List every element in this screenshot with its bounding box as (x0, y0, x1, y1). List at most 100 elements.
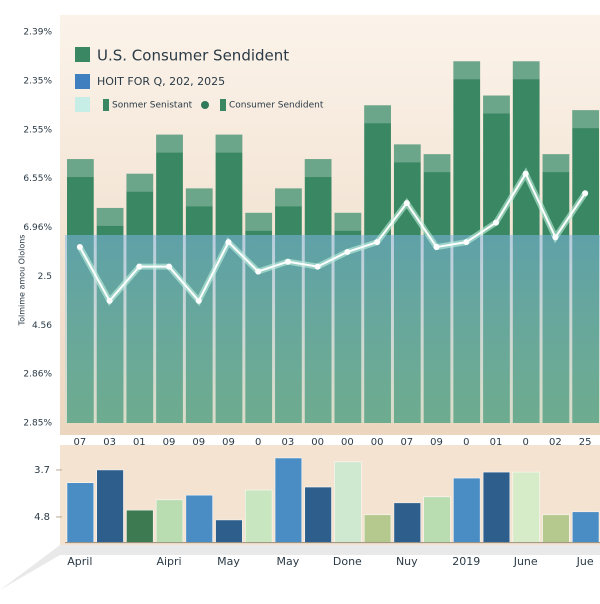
line-point (344, 248, 351, 255)
y-axis-label: 2.5 (38, 272, 52, 282)
y-axis-label: 2.85% (23, 419, 52, 429)
line-point (463, 239, 470, 246)
bar-highlight (423, 154, 451, 173)
bar-highlight (275, 188, 302, 207)
bar (334, 461, 362, 543)
x-tick-label: 25 (579, 437, 592, 448)
bar-highlight (304, 159, 332, 178)
bar (66, 482, 94, 543)
title-swatch (75, 47, 90, 62)
line-point (552, 234, 559, 241)
subtitle-swatch (75, 74, 90, 89)
legend-swatch (103, 99, 109, 111)
line-point (76, 244, 83, 251)
lower-band (65, 235, 600, 423)
chart-title: U.S. Consumer Sendident (97, 47, 289, 65)
y-axis-label: 2.39% (23, 28, 52, 38)
bar (542, 514, 570, 543)
upper-chart (65, 61, 600, 423)
bar (304, 486, 332, 543)
line-point (106, 297, 113, 304)
x-tick-label: Jue (576, 555, 594, 568)
bar (393, 502, 421, 543)
x-tick-label: May (217, 555, 240, 568)
legend-swatch (220, 99, 226, 111)
y-axis-label: 6.55% (23, 174, 52, 184)
line-point (492, 219, 499, 226)
x-tick-label: 09 (430, 437, 443, 448)
bar (126, 509, 154, 543)
bar (155, 499, 184, 543)
y-axis-label: 2.55% (23, 125, 52, 135)
x-tick-label: 02 (549, 437, 562, 448)
x-tick-label: Done (333, 555, 362, 568)
bar (453, 477, 481, 543)
bar-highlight (572, 110, 599, 129)
line-point (582, 190, 589, 197)
line-point (433, 244, 440, 251)
x-tick-label: April (67, 555, 92, 568)
x-tick-label: Nuy (396, 555, 418, 568)
y-axis-label: 2.86% (23, 370, 52, 380)
x-tick-label: 00 (341, 437, 354, 448)
legend-label: Sonmer Senistant (112, 101, 193, 111)
legend-label: Consumer Sendident (229, 101, 324, 111)
x-tick-label: 07 (73, 437, 86, 448)
x-tick-label: 0 (255, 437, 261, 448)
y-tick-label: 3.7 (34, 465, 50, 476)
line-point (255, 268, 262, 275)
legend-swatch (75, 97, 90, 112)
y-axis-label: 6.96% (23, 223, 52, 233)
x-tick-label: 01 (133, 437, 146, 448)
line-point (314, 263, 321, 270)
bar (572, 511, 600, 543)
bar (96, 469, 124, 543)
bar-highlight (542, 154, 570, 173)
lower-chart (56, 457, 600, 544)
bar (215, 519, 243, 543)
line-point (284, 258, 291, 265)
bar-highlight (185, 188, 213, 207)
bar-highlight (334, 212, 362, 231)
x-tick-label: 09 (192, 437, 205, 448)
x-tick-label: Aipri (156, 555, 181, 568)
x-tick-label: 00 (371, 437, 384, 448)
bar-highlight (453, 61, 481, 80)
x-tick-label: 2019 (452, 555, 480, 568)
line-point (166, 263, 173, 270)
line-point (136, 263, 143, 270)
bar (482, 471, 511, 543)
bar (363, 514, 392, 543)
line-point (195, 297, 202, 304)
bar-highlight (96, 207, 124, 226)
bar-highlight (364, 105, 391, 124)
line-point (522, 170, 529, 177)
line-point (225, 239, 232, 246)
x-tick-label: May (277, 555, 300, 568)
line-point (403, 200, 410, 207)
x-tick-label: June (513, 555, 538, 568)
bar-highlight (483, 95, 510, 114)
x-tick-label: 0 (523, 437, 529, 448)
x-tick-label: 09 (222, 437, 235, 448)
line-point (374, 239, 381, 246)
bar (512, 471, 540, 543)
bar-highlight (67, 159, 94, 178)
x-tick-label: 07 (400, 437, 413, 448)
bar-highlight (393, 144, 421, 163)
x-tick-label: 03 (282, 437, 295, 448)
line (78, 171, 586, 303)
bar-highlight (126, 173, 154, 192)
bar-highlight (156, 134, 183, 153)
x-tick-label: 03 (103, 437, 116, 448)
chart-subtitle: HOIT FOR Q, 202, 2025 (97, 75, 225, 88)
legend-marker (201, 101, 209, 109)
bar-highlight (245, 212, 273, 231)
bar-highlight (512, 61, 540, 80)
bar (185, 494, 213, 543)
x-tick-label: 09 (163, 437, 176, 448)
x-tick-label: 0 (463, 437, 469, 448)
x-tick-label: 00 (311, 437, 324, 448)
